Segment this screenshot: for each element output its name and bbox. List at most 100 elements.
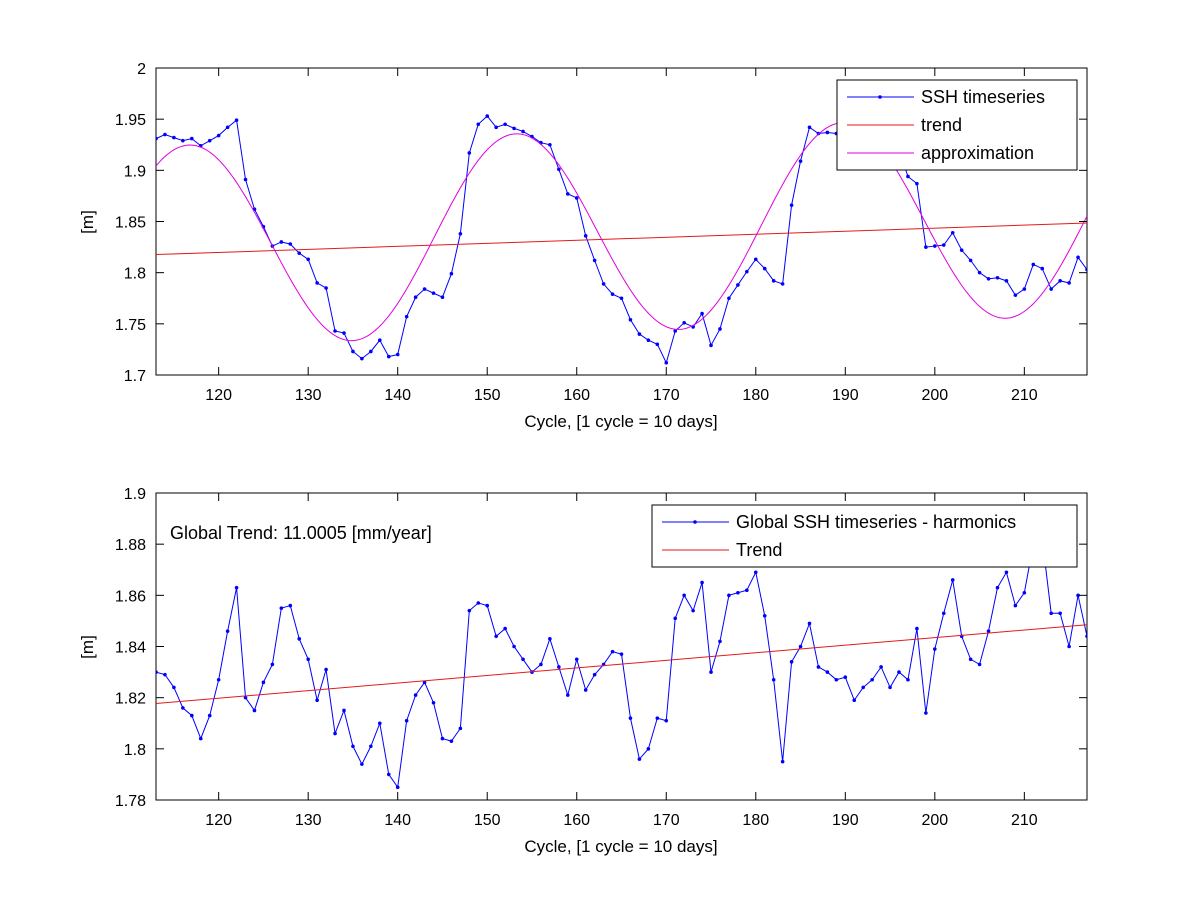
top-approximation-line [156,122,1087,342]
bottom-global-ssh-timeseries-harmonics-point [539,662,543,667]
bottom-legend: Global SSH timeseries - harmonics Trend [651,504,1078,568]
top-ssh-timeseries-point [906,174,910,179]
bottom-x-axis-label: Cycle, [1 cycle = 10 days] [524,837,717,856]
bottom-y-tick-label: 1.84 [115,640,146,657]
top-ssh-timeseries-point [1022,287,1027,291]
top-ssh-timeseries-point [762,266,767,271]
bottom-plot: 120 130 140 150 160 170 180 190 200 210 1.78 1.8 1.8… [78,486,1088,856]
bottom-global-ssh-timeseries-harmonics-point [369,744,373,749]
bottom-global-ssh-timeseries-harmonics-point [843,675,848,679]
top-ssh-timeseries-point [574,196,579,200]
top-trend-line [156,222,1087,256]
top-ssh-timeseries-point [1031,262,1036,267]
top-ssh-timeseries-point [449,271,454,276]
bottom-global-ssh-timeseries-harmonics-point [288,603,293,608]
top-ssh-timeseries-point [1049,287,1053,291]
top-ssh-timeseries-point [789,203,794,207]
bottom-global-ssh-timeseries-harmonics-point [413,693,418,697]
top-ssh-timeseries-point [378,338,382,343]
bottom-y-axis-label: [m] [78,635,97,659]
bottom-global-ssh-timeseries-harmonics-point [342,708,346,713]
bottom-global-ssh-timeseries-harmonics-point [512,644,516,649]
top-y-tick-label: 1.7 [124,368,146,385]
bottom-global-ssh-timeseries-harmonics-point [1076,593,1080,598]
top-ssh-timeseries-point [915,181,919,186]
bottom-global-ssh-timeseries-harmonics-point [1013,603,1018,608]
bottom-global-ssh-timeseries-harmonics-point [225,629,230,633]
top-x-tick-label: 140 [384,387,411,404]
bottom-legend-box [651,504,1078,568]
top-x-tick-label: 200 [921,387,948,404]
top-ssh-timeseries-point [163,132,167,137]
top-ssh-timeseries-point [476,122,481,127]
top-ssh-timeseries-point [503,122,507,127]
bottom-global-ssh-timeseries-harmonics-point [548,637,552,641]
top-ssh-timeseries-point [458,231,463,236]
top-ssh-timeseries-point [592,258,597,263]
legend-global-ssh-label: Global SSH timeseries - harmonics [736,512,1016,532]
top-ssh-timeseries-point [467,151,472,155]
top-ssh-timeseries-point [279,240,284,244]
top-ssh-timeseries-point [718,327,722,331]
bottom-x-tick-label: 160 [563,812,590,829]
top-ssh-timeseries-point [753,257,758,262]
bottom-global-ssh-timeseries-harmonics-point [825,670,830,674]
bottom-trend-line [156,624,1087,705]
top-ssh-timeseries-point [968,258,973,263]
bottom-global-ssh-timeseries-harmonics-point [628,716,633,720]
global-trend-annotation: Global Trend: 11.0005 [mm/year] [170,523,432,543]
top-ssh-timeseries-point [682,321,686,325]
bottom-global-ssh-timeseries-harmonics-point [736,590,740,595]
bottom-global-ssh-timeseries-harmonics-point [941,611,946,616]
top-ssh-timeseries-point [1040,266,1045,271]
top-x-tick-label: 210 [1011,387,1038,404]
top-y-tick-label: 1.9 [124,163,146,180]
bottom-global-ssh-timeseries-harmonics-point [655,716,660,720]
bottom-global-ssh-timeseries-harmonics-point [592,672,597,677]
top-ssh-timeseries-point [736,283,740,287]
top-ssh-timeseries-point [700,311,704,316]
bottom-global-ssh-timeseries-harmonics-point [727,593,731,598]
bottom-global-ssh-timeseries-harmonics-point [521,657,525,662]
top-ssh-timeseries-point [422,287,427,291]
top-ssh-timeseries-point [351,349,355,354]
top-ssh-timeseries-point [1058,279,1062,283]
top-ssh-timeseries-point [548,142,552,147]
top-ssh-timeseries-point [673,329,678,333]
bottom-global-ssh-timeseries-harmonics-point [172,685,176,690]
top-ssh-timeseries-point [207,138,212,143]
top-ssh-timeseries-point [977,270,982,275]
bottom-global-ssh-timeseries-harmonics-point [1085,634,1087,639]
bottom-global-ssh-timeseries-harmonics-point [753,570,758,575]
bottom-global-ssh-timeseries-harmonics-point [977,662,982,667]
legend-trend-label: trend [921,115,962,135]
bottom-global-ssh-timeseries-harmonics-point [789,660,794,664]
bottom-axes: 120 130 140 150 160 170 180 190 200 210 1.78 1.8 1.8… [115,486,1087,829]
top-ssh-timeseries-point [395,352,400,357]
bottom-global-ssh-timeseries-harmonics-point [771,677,776,682]
bottom-y-tick-label: 1.9 [124,486,146,503]
bottom-global-ssh-timeseries-harmonics-point [762,614,767,618]
top-ssh-timeseries-point [288,242,293,246]
bottom-global-ssh-timeseries-harmonics-point [664,718,669,723]
top-ssh-timeseries-point [664,360,669,365]
bottom-global-ssh-timeseries-harmonics-point [709,670,713,674]
bottom-x-tick-label: 130 [295,812,322,829]
top-ssh-timeseries-point [601,282,606,286]
top-ssh-timeseries-point [557,167,561,172]
bottom-global-ssh-timeseries-harmonics-point [1022,590,1027,595]
top-ssh-timeseries-point [610,292,615,296]
bottom-global-ssh-timeseries-harmonics-point [306,657,310,662]
top-ssh-timeseries-point [404,314,409,319]
top-x-tick-label: 190 [832,387,859,404]
top-ssh-timeseries-point [297,251,302,256]
top-ssh-timeseries-point [1067,281,1071,285]
bottom-global-ssh-timeseries-harmonics-point [933,647,937,651]
bottom-global-ssh-timeseries-harmonics-point [440,736,445,741]
bottom-global-ssh-timeseries-harmonics-point [494,634,498,639]
bottom-y-tick-label: 1.88 [115,537,146,554]
top-y-tick-label: 1.8 [124,266,146,283]
bottom-global-ssh-timeseries-harmonics-point [198,736,203,741]
top-ssh-timeseries-point [216,133,221,138]
bottom-global-ssh-timeseries-harmonics-point [360,762,364,766]
